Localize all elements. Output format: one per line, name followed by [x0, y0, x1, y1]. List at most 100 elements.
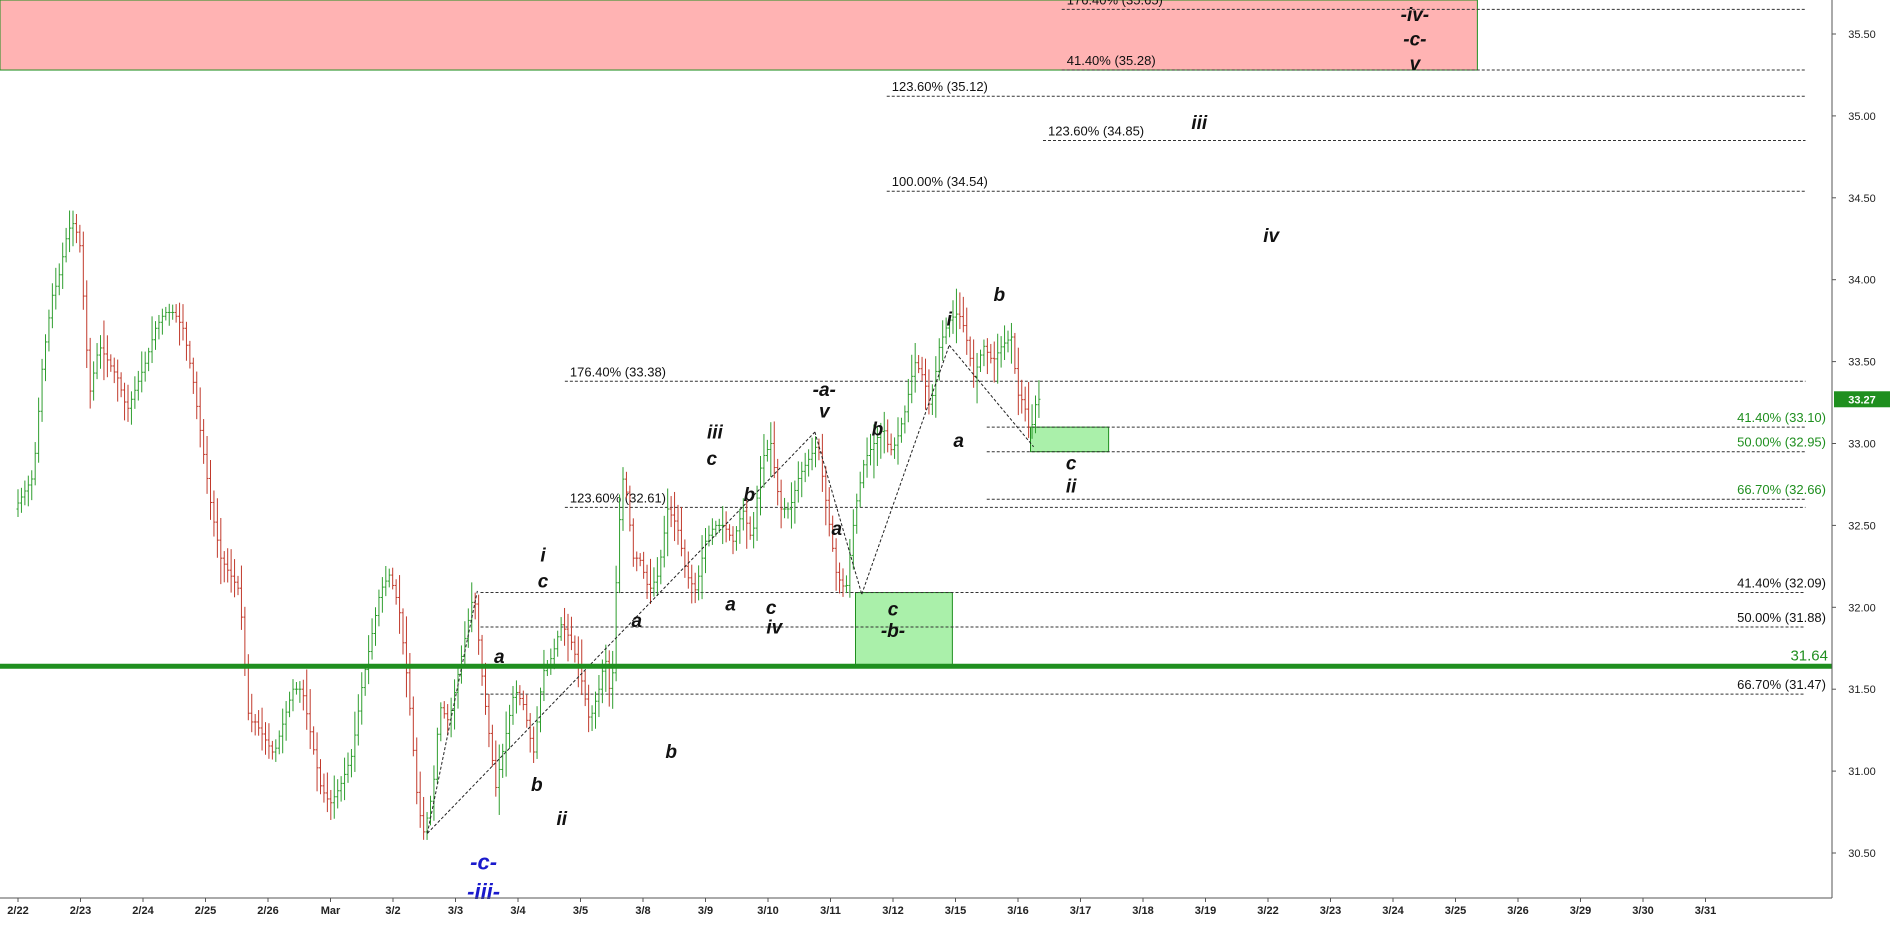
x-tick-label: 3/16 — [1007, 905, 1028, 917]
x-tick-label: 3/24 — [1382, 905, 1404, 917]
wave-label: iii — [1191, 113, 1208, 134]
wave-lines-layer — [426, 344, 1035, 834]
fib-label: 66.70% (32.66) — [1737, 482, 1826, 497]
wave-label: a — [831, 519, 842, 540]
wave-line — [427, 431, 816, 834]
x-tick-label: 3/31 — [1695, 905, 1716, 917]
x-tick-label: 3/3 — [448, 905, 463, 917]
fib-label: 66.70% (31.47) — [1737, 677, 1826, 692]
wave-label: -c- — [470, 849, 497, 874]
fib-label: 176.40% (33.38) — [570, 364, 666, 379]
y-tick-label: 34.50 — [1848, 193, 1876, 205]
wave-label: v — [819, 401, 831, 422]
zones-layer — [0, 0, 1478, 667]
target-zone — [1030, 426, 1110, 453]
y-tick-label: 32.50 — [1848, 520, 1876, 532]
x-tick-label: 3/29 — [1570, 905, 1591, 917]
fib-label: 123.60% (34.85) — [1048, 123, 1144, 138]
x-tick-label: Mar — [321, 905, 341, 917]
y-tick-label: 35.50 — [1848, 29, 1876, 41]
x-tick-label: 2/23 — [70, 905, 91, 917]
x-tick-label: 2/26 — [257, 905, 278, 917]
x-tick-label: 3/10 — [757, 905, 778, 917]
candles-layer — [16, 210, 1041, 840]
x-tick-label: 3/26 — [1507, 905, 1528, 917]
wave-label: a — [725, 595, 736, 616]
x-tick-label: 3/11 — [820, 905, 841, 917]
wave-label: -iv- — [1401, 5, 1430, 26]
fib-layer: 176.40% (35.65) 41.40% (35.28) 123.60% (35… — [480, 0, 1826, 695]
target-zone — [855, 592, 953, 667]
fib-label: 100.00% (34.54) — [892, 174, 988, 189]
wave-label: ii — [1066, 477, 1077, 498]
x-tick-label: 3/12 — [882, 905, 903, 917]
y-tick-label: 33.50 — [1848, 357, 1876, 369]
wave-label: v — [1410, 54, 1422, 75]
wave-label: i — [947, 310, 953, 331]
x-tick-label: 3/4 — [510, 905, 526, 917]
wave-label: c — [888, 599, 899, 620]
y-tick-label: 31.50 — [1848, 684, 1876, 696]
wave-label: a — [953, 431, 964, 452]
wave-line — [861, 345, 950, 595]
x-tick-label: 3/17 — [1070, 905, 1091, 917]
wave-label: c — [538, 572, 549, 593]
wave-label: iv — [1263, 226, 1280, 247]
x-axis: 2/22 2/23 2/24 2/25 2/26 Mar 3/2 3/3 3/4 3/5 3/8 3/… — [0, 897, 1832, 917]
fib-label: 123.60% (35.12) — [892, 79, 988, 94]
wave-label: -a- — [813, 380, 836, 401]
fib-label: 41.40% (35.28) — [1067, 53, 1156, 68]
wave-label: iii — [707, 423, 724, 444]
fib-label: 50.00% (31.88) — [1737, 610, 1826, 625]
x-tick-label: 3/2 — [385, 905, 400, 917]
fib-label: 50.00% (32.95) — [1737, 435, 1826, 450]
wave-line — [814, 431, 863, 595]
y-tick-label: 33.00 — [1848, 439, 1876, 451]
x-tick-label: 2/25 — [195, 905, 216, 917]
wave-line — [426, 590, 478, 834]
wave-label: -b- — [881, 621, 905, 642]
x-tick-label: 2/22 — [7, 905, 28, 917]
y-tick-label: 30.50 — [1848, 848, 1876, 860]
y-tick-label: 31.00 — [1848, 766, 1876, 778]
y-axis: 35.50 35.00 34.50 34.00 33.50 33.00 32.50 32.00… — [1831, 0, 1890, 898]
wave-label: -c- — [1403, 29, 1426, 50]
y-tick-label: 35.00 — [1848, 111, 1876, 123]
x-tick-label: 3/23 — [1320, 905, 1341, 917]
wave-label: b — [993, 285, 1005, 306]
x-tick-label: 3/15 — [945, 905, 966, 917]
wave-label: c — [1066, 454, 1077, 475]
x-tick-label: 3/22 — [1257, 905, 1278, 917]
wave-label: c — [766, 598, 777, 619]
last-price-value: 33.27 — [1848, 394, 1876, 406]
wave-line — [948, 344, 1035, 448]
x-tick-label: 3/18 — [1132, 905, 1153, 917]
wave-label: a — [494, 647, 505, 668]
last-price-tag — [1834, 391, 1890, 408]
wave-label: ii — [556, 809, 567, 830]
fib-label: 123.60% (32.61) — [570, 490, 666, 505]
wave-label: iv — [766, 618, 783, 639]
wave-label: c — [706, 449, 717, 470]
x-tick-label: 3/25 — [1445, 905, 1466, 917]
wave-label: b — [743, 485, 755, 506]
x-tick-label: 3/19 — [1195, 905, 1216, 917]
target-zone — [0, 0, 1478, 71]
support-layer: 31.64 — [0, 647, 1832, 669]
fib-label: 176.40% (35.65) — [1067, 0, 1163, 7]
x-tick-label: 3/8 — [635, 905, 650, 917]
x-tick-label: 3/9 — [698, 905, 713, 917]
wave-label: b — [665, 742, 677, 763]
y-tick-label: 32.00 — [1848, 602, 1876, 614]
y-tick-label: 34.00 — [1848, 275, 1876, 287]
fib-label: 41.40% (32.09) — [1737, 576, 1826, 591]
support-label: 31.64 — [1790, 647, 1828, 664]
x-tick-label: 3/30 — [1632, 905, 1653, 917]
wave-label: -iii- — [467, 879, 500, 904]
wave-label: b — [531, 775, 543, 796]
x-tick-label: 2/24 — [132, 905, 154, 917]
x-tick-label: 3/5 — [573, 905, 588, 917]
